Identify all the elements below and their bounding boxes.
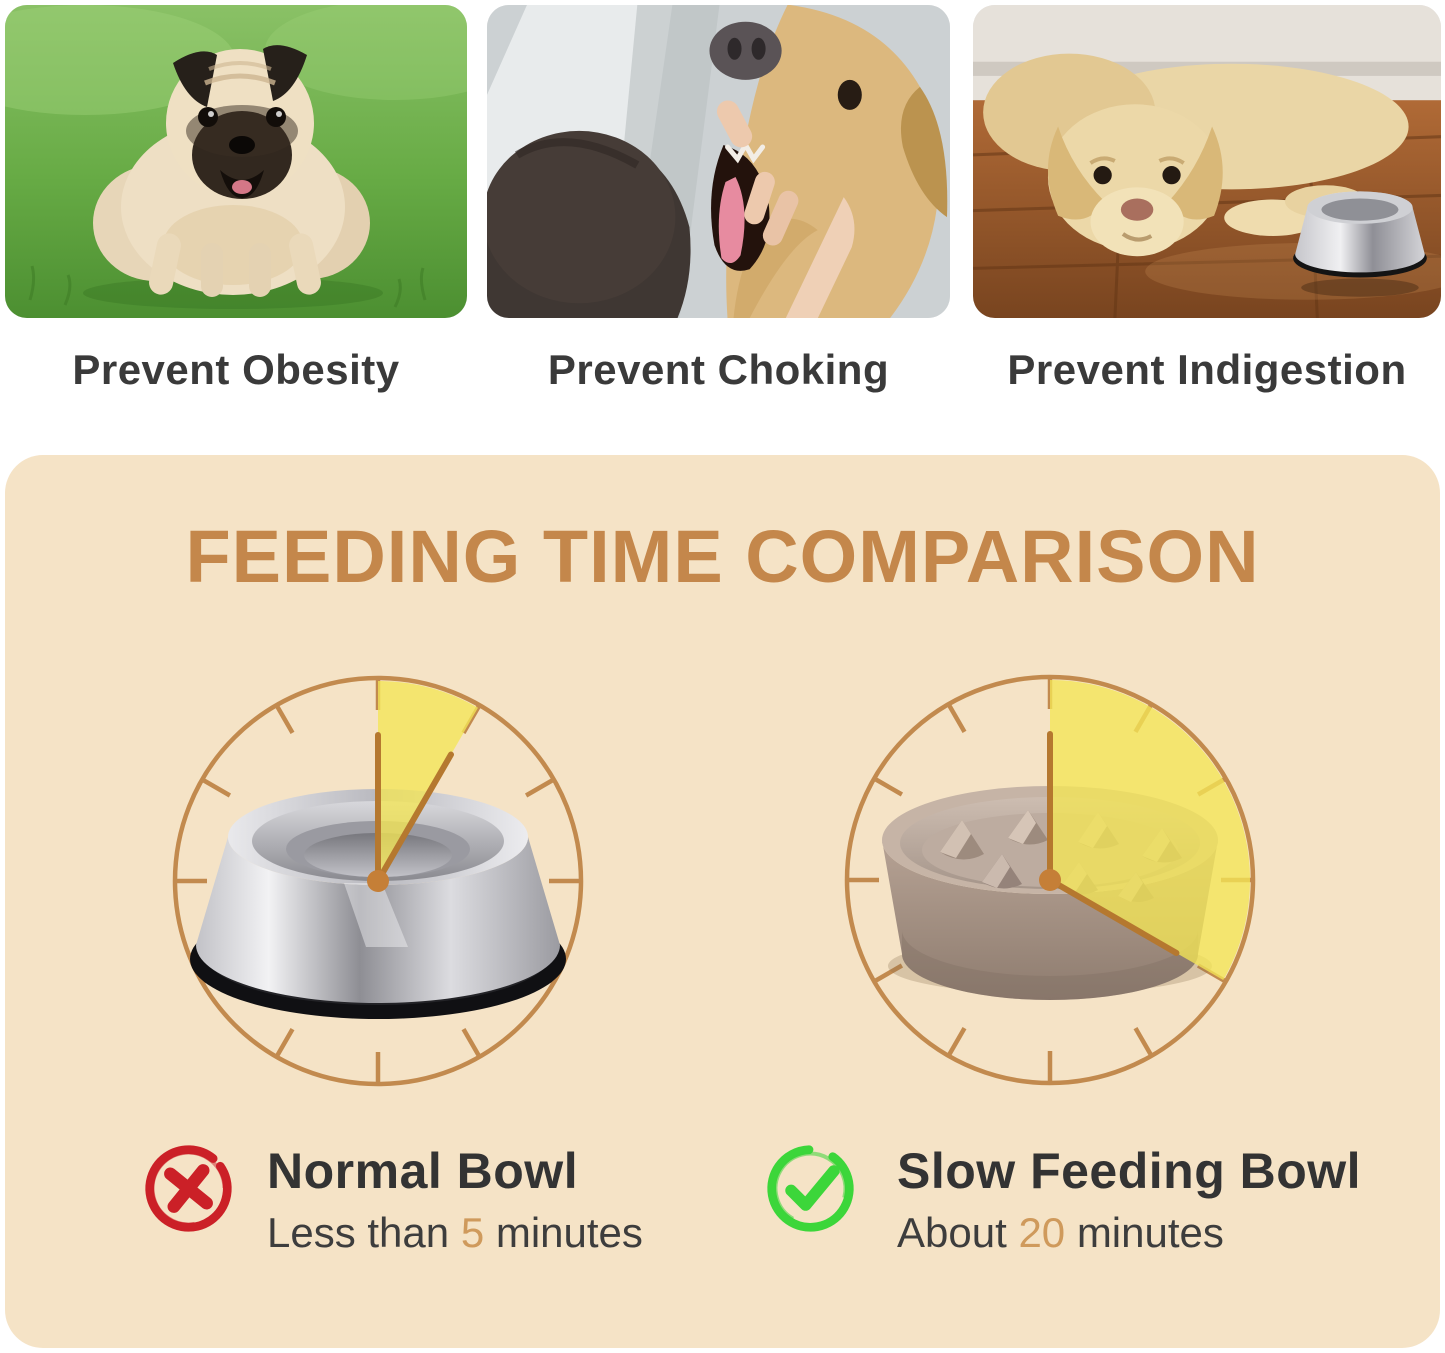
check-mark-icon <box>762 1140 859 1237</box>
lab-by-empty-bowl-illustration <box>973 5 1441 318</box>
dog-mouth-check-photo <box>487 5 950 318</box>
slow-feeding-bowl-label: Slow Feeding Bowl About 20 minutes <box>897 1146 1361 1254</box>
normal-bowl-clock-graphic <box>172 675 584 1087</box>
caption-prevent-indigestion: Prevent Indigestion <box>1007 346 1407 393</box>
dog-by-bowl-photo <box>973 5 1441 318</box>
slow-bowl-time: About 20 minutes <box>897 1212 1361 1254</box>
normal-bowl-label: Normal Bowl Less than 5 minutes <box>267 1146 643 1254</box>
clock-hands <box>367 732 454 892</box>
clock-hands <box>1039 731 1180 956</box>
twenty-minute-wedge <box>1050 680 1250 980</box>
obese-pug-photo <box>5 5 467 318</box>
x-mark-icon <box>140 1140 237 1237</box>
slow-bowl-clock-graphic <box>844 674 1256 1086</box>
normal-bowl-clock <box>158 661 598 1101</box>
choking-check-illustration <box>487 5 950 318</box>
slow-feeding-bowl-clock <box>830 660 1270 1100</box>
time-prefix: About <box>897 1209 1019 1256</box>
time-prefix: Less than <box>267 1209 461 1256</box>
time-value: 20 <box>1018 1209 1066 1256</box>
comparison-title: FEEDING TIME COMPARISON <box>185 515 1260 598</box>
caption-prevent-obesity: Prevent Obesity <box>72 346 400 393</box>
five-minute-wedge <box>378 681 478 881</box>
time-suffix: minutes <box>1065 1209 1224 1256</box>
normal-bowl-title: Normal Bowl <box>267 1143 579 1199</box>
normal-bowl-time: Less than 5 minutes <box>267 1212 643 1254</box>
pug-on-grass-illustration <box>5 5 467 318</box>
caption-prevent-choking: Prevent Choking <box>547 346 890 393</box>
slow-bowl-title: Slow Feeding Bowl <box>897 1143 1362 1199</box>
time-value: 5 <box>460 1209 485 1256</box>
time-suffix: minutes <box>484 1209 643 1256</box>
